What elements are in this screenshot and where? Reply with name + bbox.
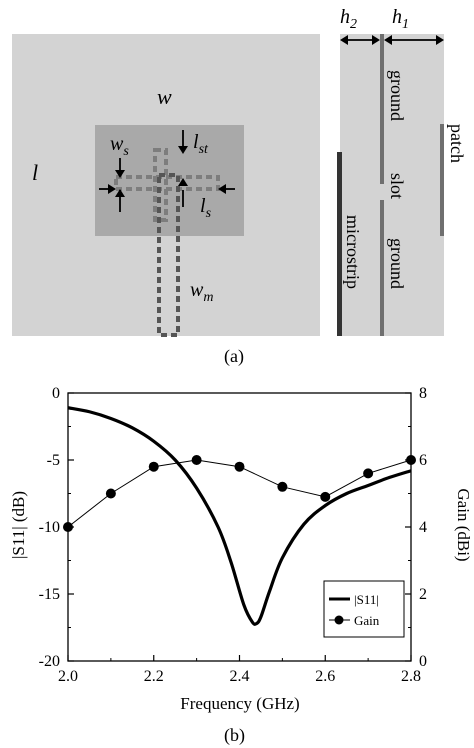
caption-a: (a) (224, 346, 244, 367)
y-right-tick-label: 8 (419, 385, 427, 402)
y-left-tick-label: -5 (47, 452, 60, 469)
y-right-tick-label: 2 (419, 586, 427, 603)
x-axis-label: Frequency (GHz) (180, 694, 299, 713)
gain-point (320, 491, 331, 502)
x-ticks: 2.0 2.2 2.4 2.6 2.8 (58, 655, 421, 685)
s11-line (67, 406, 412, 626)
gain-point (191, 455, 202, 465)
label-ground-top: ground (387, 70, 407, 121)
patch-layer (440, 124, 444, 236)
legend-gain-label: Gain (354, 613, 380, 628)
x-tick-label: 2.2 (144, 668, 164, 685)
label-h1: h1 (392, 6, 409, 32)
ws-arrowhead-top (115, 170, 125, 178)
label-ls: ls (200, 195, 212, 221)
x-tick-label: 2.6 (315, 668, 335, 685)
y-axis-label-left: |S11| (dB) (9, 491, 28, 559)
label-l: l (32, 160, 38, 185)
label-slot: slot (387, 173, 407, 199)
y-ticks-left: 0 -5 -10 -15 -20 (39, 385, 74, 670)
slot-left-arrowhead (108, 184, 116, 194)
series-gain (63, 455, 416, 532)
lst-arrowhead (178, 146, 188, 154)
gain-point (277, 481, 288, 492)
substrate-side-view (340, 34, 444, 336)
slot-right-arrowhead (218, 184, 226, 194)
ground-layer-top (380, 34, 384, 184)
ws-arrowhead-bottom (115, 189, 125, 197)
x-tick-label: 2.8 (401, 668, 421, 685)
ground-layer-bottom (380, 200, 384, 336)
y-right-tick-label: 6 (419, 452, 427, 469)
label-lst: lst (193, 131, 209, 157)
gain-point (234, 461, 245, 472)
y-left-tick-label: -10 (39, 519, 60, 536)
h2-arrowhead-left (340, 35, 348, 45)
legend-box (323, 580, 405, 638)
y-left-tick-label: -20 (39, 653, 60, 670)
y-right-tick-label: 0 (419, 653, 427, 670)
gain-point (363, 468, 374, 479)
antenna-geometry-figure: w l ws lst ls wm h2 h1 ground slot groun… (12, 6, 467, 367)
h1-arrowhead-left (384, 35, 392, 45)
s11-gain-chart: 2.0 2.2 2.4 2.6 2.8 0 -5 -10 -15 -20 0 2 4 6 8 Frequ… (9, 385, 473, 746)
legend-gain-marker (334, 615, 344, 625)
series-s11 (67, 406, 412, 626)
legend: |S11| Gain (323, 580, 405, 638)
caption-b: (b) (224, 725, 245, 746)
y-left-tick-label: 0 (52, 385, 60, 402)
label-ws: ws (110, 133, 129, 159)
y-axis-label-right: Gain (dBi) (454, 488, 473, 561)
label-microstrip: microstrip (343, 215, 363, 289)
y-right-tick-label: 4 (419, 519, 427, 536)
h1-arrowhead-right (436, 35, 444, 45)
label-ground-bottom: ground (387, 238, 407, 289)
microstrip-layer (337, 152, 342, 336)
ls-arrowhead (178, 178, 188, 186)
label-h2: h2 (340, 6, 357, 32)
y-left-tick-label: -15 (39, 586, 60, 603)
label-wm: wm (190, 279, 213, 305)
gain-point (63, 522, 73, 532)
x-tick-label: 2.0 (58, 668, 78, 685)
slot-vertical (153, 148, 168, 222)
gain-point (148, 461, 159, 472)
gain-point (406, 455, 416, 465)
legend-s11-label: |S11| (354, 592, 379, 607)
gain-point (105, 488, 116, 499)
label-w: w (157, 84, 172, 109)
x-tick-label: 2.4 (230, 668, 250, 685)
y-ticks-right: 0 2 4 6 8 (405, 385, 427, 670)
label-patch: patch (447, 124, 467, 163)
h2-arrowhead-right (372, 35, 380, 45)
